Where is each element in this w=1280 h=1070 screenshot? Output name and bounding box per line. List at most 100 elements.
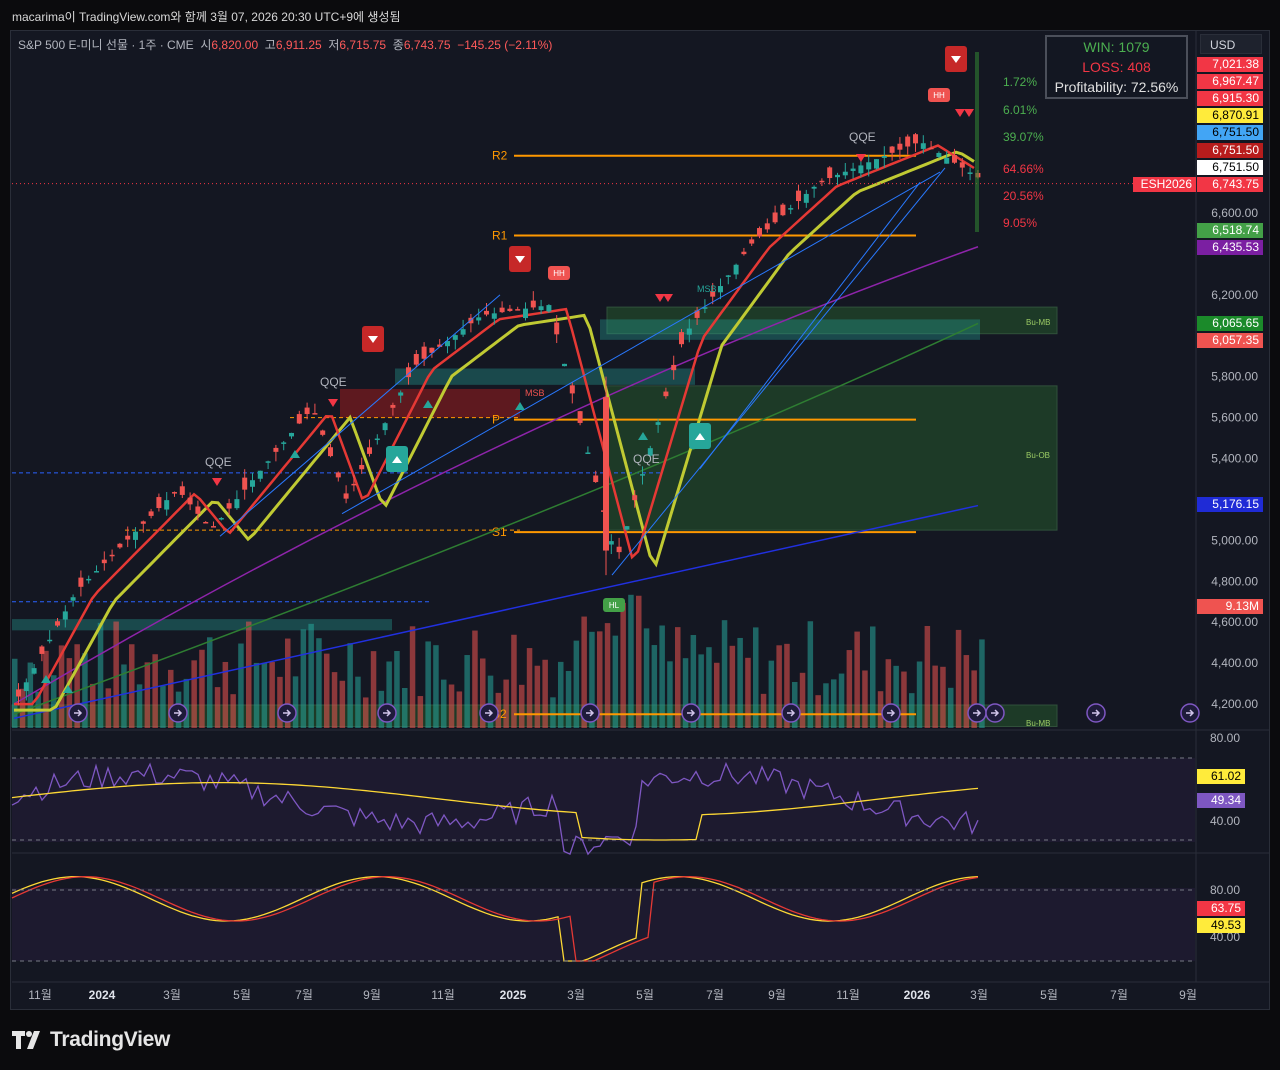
ma-yellow-line — [14, 150, 975, 712]
arrow-right-icon — [74, 709, 83, 717]
volume-bar — [113, 621, 119, 728]
teal-zone — [600, 319, 980, 340]
candle-body — [257, 470, 263, 479]
volume-bar — [394, 651, 400, 728]
candle-body — [94, 571, 99, 573]
price-badge: 5,176.15 — [1197, 497, 1263, 512]
time-axis-label: 3월 — [970, 988, 988, 1002]
arrow-right-icon — [787, 709, 796, 717]
candle-body — [889, 146, 895, 153]
candle-body — [445, 340, 450, 347]
price-axis-tick: 5,600.00 — [1211, 411, 1258, 425]
candle-body — [304, 407, 310, 415]
tradingview-logo[interactable]: TradingView — [12, 1028, 170, 1052]
volume-bar — [823, 683, 829, 728]
triangle-down-icon — [951, 56, 961, 63]
candle-body — [920, 143, 926, 149]
time-axis-label: 11월 — [431, 988, 455, 1002]
stoch-badge: 49.53 — [1197, 918, 1245, 933]
candle-body — [413, 353, 419, 365]
hh-label: HH — [933, 91, 945, 100]
candle-body — [554, 322, 560, 335]
price-axis-tick: 6,200.00 — [1211, 288, 1258, 302]
time-axis-label: 9월 — [363, 988, 381, 1002]
candle-body — [616, 546, 622, 553]
time-axis-label: 2024 — [89, 988, 116, 1002]
volume-bar — [776, 645, 782, 728]
candle-body — [109, 554, 115, 557]
time-axis-label: 11월 — [28, 988, 52, 1002]
candle-body — [905, 136, 911, 147]
volume-bar — [870, 626, 876, 728]
rsi-ma-line — [11, 781, 979, 841]
volume-bar — [729, 645, 736, 728]
triangle-up-icon — [695, 433, 705, 440]
pivot-label-r2: R2 — [492, 149, 508, 163]
candle-body — [203, 521, 209, 524]
volume-bar — [90, 683, 96, 728]
trend-line — [611, 167, 946, 576]
volume-bar — [854, 631, 860, 728]
volume-bar — [74, 644, 80, 728]
candle-body — [710, 291, 716, 297]
rsi-badge: 49.34 — [1197, 793, 1245, 808]
volume-bar — [19, 688, 26, 728]
volume-bar — [519, 684, 525, 728]
volume-bar — [316, 638, 322, 728]
time-axis-label: 7월 — [1110, 988, 1128, 1002]
candle-body — [164, 500, 170, 510]
candle-body — [835, 174, 840, 178]
time-axis-label: 5월 — [233, 988, 251, 1002]
arrow-right-icon — [283, 709, 292, 717]
hh-marker — [548, 266, 570, 280]
small-buy-triangle — [290, 450, 300, 458]
price-badge: 6,751.50 — [1197, 125, 1263, 140]
price-badge: 6,743.75 — [1197, 177, 1263, 192]
small-sell-triangle — [655, 294, 665, 302]
hh-marker — [928, 88, 950, 102]
volume-bar — [558, 661, 564, 728]
volume-bar — [355, 676, 361, 728]
volume-bar — [838, 673, 845, 728]
volume-bar — [58, 645, 65, 728]
candle-body — [117, 543, 123, 548]
time-axis-label: 5월 — [636, 988, 654, 1002]
candle-body — [328, 447, 333, 457]
hl-label: HL — [609, 601, 620, 610]
volume-bar — [948, 687, 954, 728]
volume-bar — [971, 670, 977, 728]
triangle-down-icon — [515, 256, 525, 263]
time-axis-label: 2026 — [904, 988, 931, 1002]
currency-button[interactable]: USD — [1200, 34, 1262, 54]
percent-label: 1.72% — [1003, 75, 1037, 89]
candle-body — [335, 472, 341, 478]
triangle-down-icon — [368, 336, 378, 343]
candle-body — [897, 143, 903, 150]
candle-body — [242, 477, 248, 490]
candle-body — [749, 239, 755, 244]
candle-body — [538, 306, 544, 311]
price-badge: 6,751.50 — [1197, 160, 1263, 175]
time-axis-label: 5월 — [1040, 988, 1058, 1002]
rsi-line — [11, 761, 979, 856]
price-axis-tick: 4,200.00 — [1211, 697, 1258, 711]
candle-body — [881, 155, 887, 158]
candle-body — [733, 264, 739, 275]
time-axis-label: 7월 — [706, 988, 724, 1002]
candle-body — [679, 332, 684, 345]
symbol-name[interactable]: S&P 500 E-미니 선물 · 1주 · CME — [18, 38, 194, 52]
candle-body — [967, 172, 973, 174]
volume-bar — [893, 665, 899, 728]
tradingview-logo-icon — [12, 1031, 40, 1049]
candle-body — [382, 423, 388, 431]
volume-bar — [261, 662, 268, 728]
stoch-axis-tick: 80.00 — [1210, 883, 1240, 897]
candle-body — [421, 346, 427, 359]
small-sell-triangle — [663, 294, 673, 302]
volume-bar — [456, 691, 463, 728]
candle-body — [23, 682, 29, 692]
time-axis-label: 11월 — [836, 988, 860, 1002]
volume-bar — [714, 662, 720, 728]
volume-bar — [402, 687, 408, 728]
